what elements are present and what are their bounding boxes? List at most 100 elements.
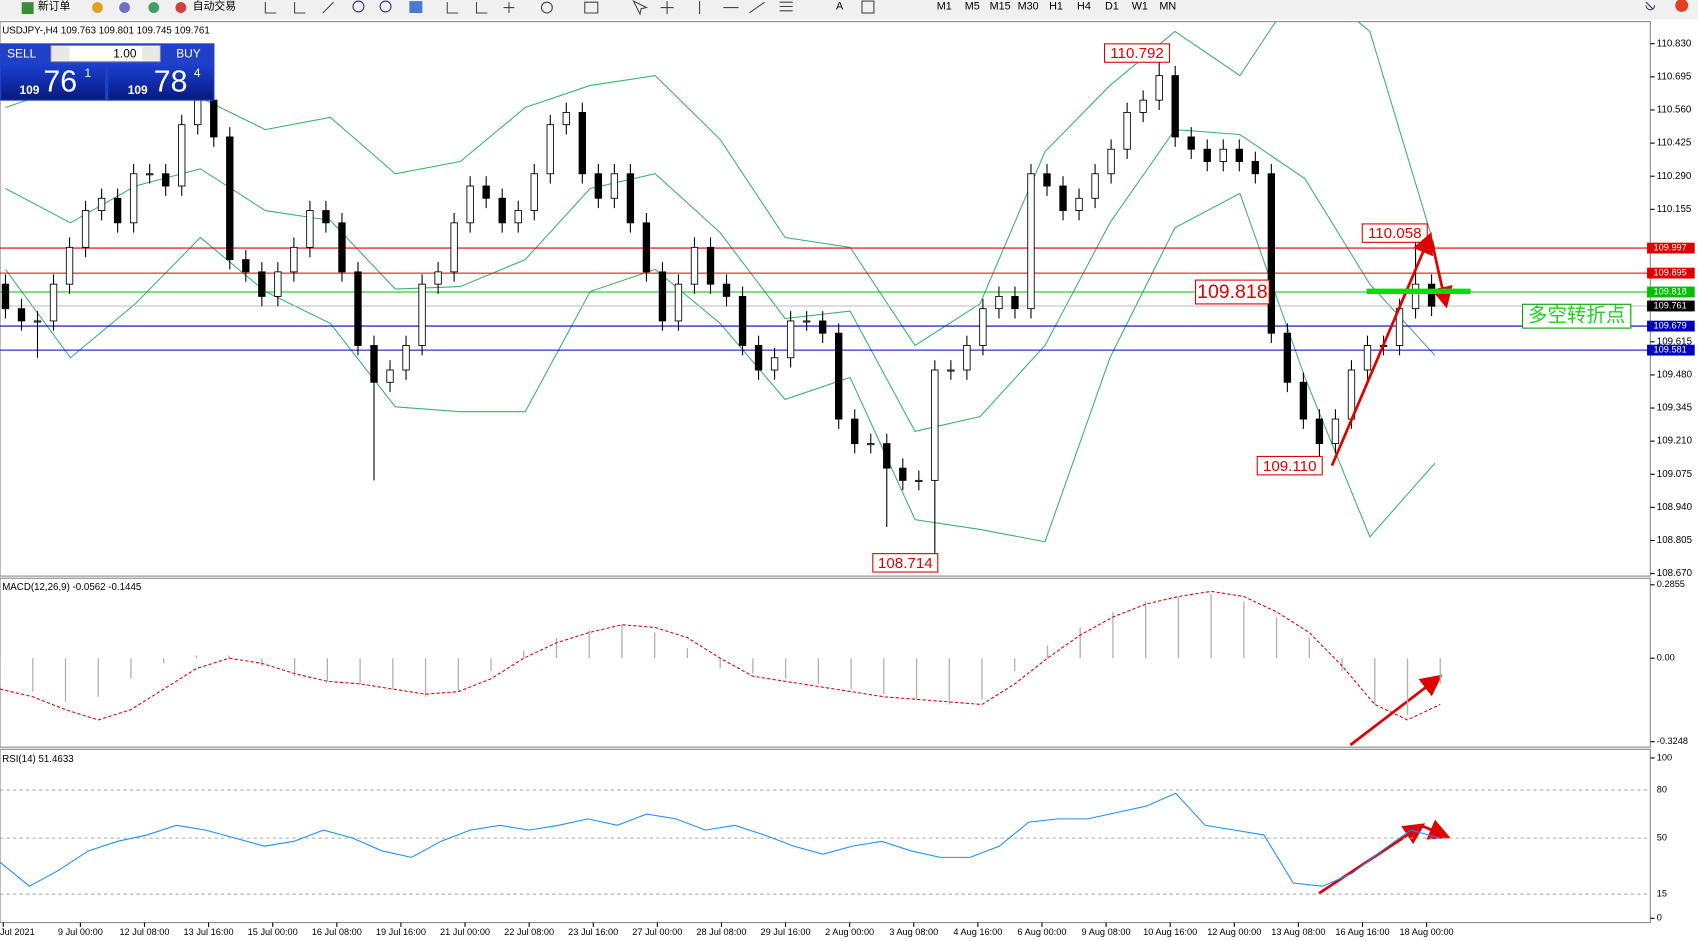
timeframe-button[interactable]: MN bbox=[1159, 0, 1176, 12]
macd-bar bbox=[1177, 596, 1180, 659]
candle-body bbox=[1091, 173, 1099, 199]
x-tick-label: 21 Jul 00:00 bbox=[440, 927, 490, 937]
candle-body bbox=[290, 246, 298, 273]
macd-bar bbox=[1275, 617, 1278, 659]
new-order-icon[interactable] bbox=[21, 2, 34, 15]
icon[interactable] bbox=[119, 2, 130, 13]
x-tick-label: 13 Aug 08:00 bbox=[1271, 927, 1325, 937]
x-tick-label: 12 Jul 08:00 bbox=[119, 927, 169, 937]
macd-bar bbox=[163, 658, 165, 664]
candle-body bbox=[1059, 185, 1067, 211]
candle-body bbox=[354, 271, 362, 346]
x-tick-label: 15 Jul 00:00 bbox=[248, 927, 298, 937]
icon[interactable]: A bbox=[836, 0, 844, 12]
timeframe-button[interactable]: H1 bbox=[1049, 0, 1063, 12]
price-annotation: 110.058 bbox=[1368, 225, 1422, 242]
price-pane bbox=[0, 21, 1651, 577]
macd-bar bbox=[621, 624, 623, 659]
buy-price-box[interactable] bbox=[108, 64, 214, 100]
timeframe-button[interactable]: H4 bbox=[1077, 0, 1091, 12]
buy-price-big: 109 bbox=[128, 83, 148, 97]
new-order-button[interactable]: 新订单 bbox=[38, 0, 71, 12]
icon[interactable] bbox=[446, 0, 793, 16]
close: 109.761 bbox=[175, 25, 210, 36]
volume-input[interactable] bbox=[50, 44, 161, 63]
macd-bar bbox=[523, 650, 525, 659]
timeframe-button[interactable]: M15 bbox=[990, 0, 1011, 12]
y-tick-label: 0.00 bbox=[1657, 653, 1675, 663]
price-annotation: 110.792 bbox=[1110, 45, 1164, 62]
macd-bar bbox=[97, 658, 99, 697]
icon[interactable] bbox=[409, 1, 423, 13]
high: 109.801 bbox=[99, 25, 134, 36]
y-tick-label: 108.940 bbox=[1657, 502, 1693, 513]
timeframe-button[interactable]: M1 bbox=[937, 0, 952, 12]
candle-body bbox=[65, 246, 74, 285]
candle-body bbox=[578, 111, 586, 175]
candle-body bbox=[1043, 173, 1051, 187]
zoom-out[interactable] bbox=[379, 0, 392, 13]
price-level-box bbox=[1647, 267, 1695, 279]
candle-body bbox=[835, 332, 843, 420]
sell-price-box[interactable] bbox=[1, 64, 106, 100]
candle-body bbox=[931, 369, 939, 481]
icon[interactable] bbox=[264, 1, 334, 14]
search[interactable] bbox=[1645, 1, 1656, 11]
candle-body bbox=[1299, 381, 1308, 420]
candle-body bbox=[1427, 283, 1436, 307]
x-tick-label: 9 Aug 08:00 bbox=[1082, 927, 1131, 937]
icon[interactable] bbox=[861, 0, 875, 14]
buy-button[interactable]: BUY bbox=[176, 46, 201, 60]
zoom-in[interactable] bbox=[352, 0, 365, 13]
candle-body bbox=[1187, 136, 1195, 150]
macd-bar bbox=[948, 658, 950, 705]
macd-bar bbox=[359, 658, 361, 684]
macd-bar bbox=[32, 658, 34, 692]
y-tick-label: 109.075 bbox=[1657, 469, 1692, 480]
macd-signal: -0.1445 bbox=[108, 581, 141, 592]
macd-bar bbox=[1014, 658, 1016, 672]
volume-down[interactable] bbox=[52, 46, 70, 61]
timeframe-button[interactable]: D1 bbox=[1105, 0, 1119, 12]
macd-bar bbox=[686, 647, 689, 659]
candle-body bbox=[1123, 111, 1131, 150]
turning-text: 多空转折点 bbox=[1528, 304, 1625, 326]
volume-up[interactable] bbox=[141, 46, 160, 61]
price-level-label: 109.818 bbox=[1654, 286, 1687, 296]
macd-bar bbox=[784, 658, 787, 679]
icon[interactable] bbox=[92, 2, 103, 13]
toolbar-bg bbox=[0, 0, 1698, 20]
y-tick-label: 109.345 bbox=[1657, 403, 1692, 414]
sell-button[interactable]: SELL bbox=[7, 46, 37, 60]
macd-bar bbox=[195, 655, 198, 659]
timeframe-button[interactable]: M30 bbox=[1018, 0, 1039, 12]
macd-bar bbox=[915, 658, 918, 700]
buy-price-small: 4 bbox=[194, 66, 201, 80]
price-annotation-box bbox=[1104, 43, 1171, 63]
volume-value[interactable]: 1.00 bbox=[113, 46, 137, 60]
x-tick-label: 29 Jul 16:00 bbox=[761, 927, 811, 937]
auto-trading-icon[interactable] bbox=[175, 2, 187, 13]
timeframe-button[interactable]: M5 bbox=[965, 0, 980, 12]
icon[interactable] bbox=[148, 2, 160, 13]
y-tick-label: 108.805 bbox=[1657, 535, 1692, 546]
rsi-line bbox=[0, 792, 1441, 887]
macd-bar bbox=[817, 658, 819, 684]
candle-body bbox=[1251, 161, 1259, 175]
timeframe-button[interactable]: W1 bbox=[1132, 0, 1148, 12]
macd-bar bbox=[1210, 593, 1212, 659]
candle-body bbox=[626, 173, 635, 224]
x-tick-label: Jul 2021 bbox=[0, 927, 35, 937]
candle-body bbox=[210, 99, 218, 138]
auto-trading-button[interactable]: 自动交易 bbox=[193, 0, 236, 12]
macd-bar bbox=[883, 658, 885, 695]
overlays: 110.792 110.058 109.818 109.110 108.714 bbox=[872, 43, 1428, 573]
macd-bar bbox=[293, 658, 296, 677]
notification[interactable] bbox=[1675, 0, 1689, 12]
y-tick-label: 15 bbox=[1657, 889, 1667, 899]
candle-body bbox=[178, 124, 186, 187]
candle-body bbox=[482, 185, 490, 199]
macd-bar bbox=[719, 658, 721, 669]
candle-body bbox=[306, 210, 314, 248]
candle-body bbox=[770, 357, 779, 371]
